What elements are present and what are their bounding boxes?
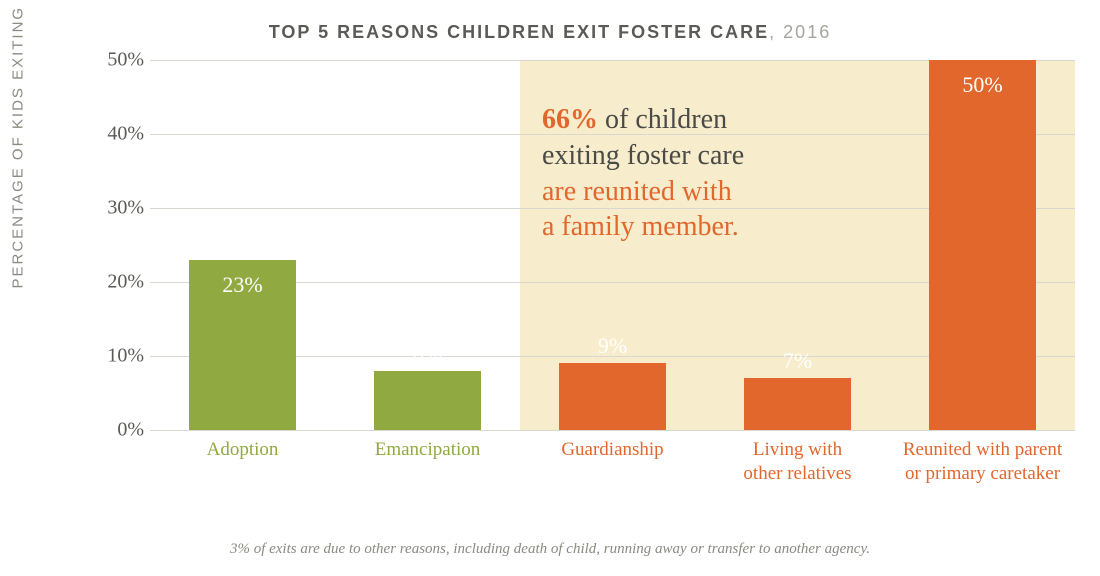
bar-value-label: 23%	[222, 272, 262, 298]
y-axis-label: PERCENTAGE OF KIDS EXITING CARE	[10, 0, 27, 289]
x-category-label: Living withother relatives	[705, 438, 890, 486]
bar-value-label: 9%	[598, 333, 627, 359]
y-tick: 30%	[100, 197, 144, 220]
plot: 0%10%20%30%40%50%23%Adoption8%Emancipati…	[150, 60, 1075, 430]
x-category-label: Emancipation	[335, 438, 520, 462]
chart-title: TOP 5 REASONS CHILDREN EXIT FOSTER CARE,…	[0, 22, 1100, 43]
bar-value-label: 8%	[413, 341, 442, 367]
bar: 7%	[744, 378, 851, 430]
gridline	[150, 430, 1075, 431]
y-tick: 40%	[100, 123, 144, 146]
bar: 9%	[559, 363, 666, 430]
title-main: TOP 5 REASONS CHILDREN EXIT FOSTER CARE	[269, 22, 769, 42]
y-tick: 50%	[100, 49, 144, 72]
chart-area: 0%10%20%30%40%50%23%Adoption8%Emancipati…	[105, 60, 1075, 470]
y-tick: 0%	[100, 419, 144, 442]
bar-value-label: 7%	[783, 348, 812, 374]
bar: 8%	[374, 371, 481, 430]
callout-text: 66% of childrenexiting foster careare re…	[542, 102, 744, 245]
title-year: , 2016	[769, 22, 831, 42]
y-tick: 20%	[100, 271, 144, 294]
bar: 23%	[189, 260, 296, 430]
footnote: 3% of exits are due to other reasons, in…	[0, 541, 1100, 558]
x-category-label: Adoption	[150, 438, 335, 462]
x-category-label: Reunited with parentor primary caretaker	[890, 438, 1075, 486]
bar: 50%	[929, 60, 1036, 430]
y-tick: 10%	[100, 345, 144, 368]
x-category-label: Guardianship	[520, 438, 705, 462]
bar-value-label: 50%	[962, 72, 1002, 98]
